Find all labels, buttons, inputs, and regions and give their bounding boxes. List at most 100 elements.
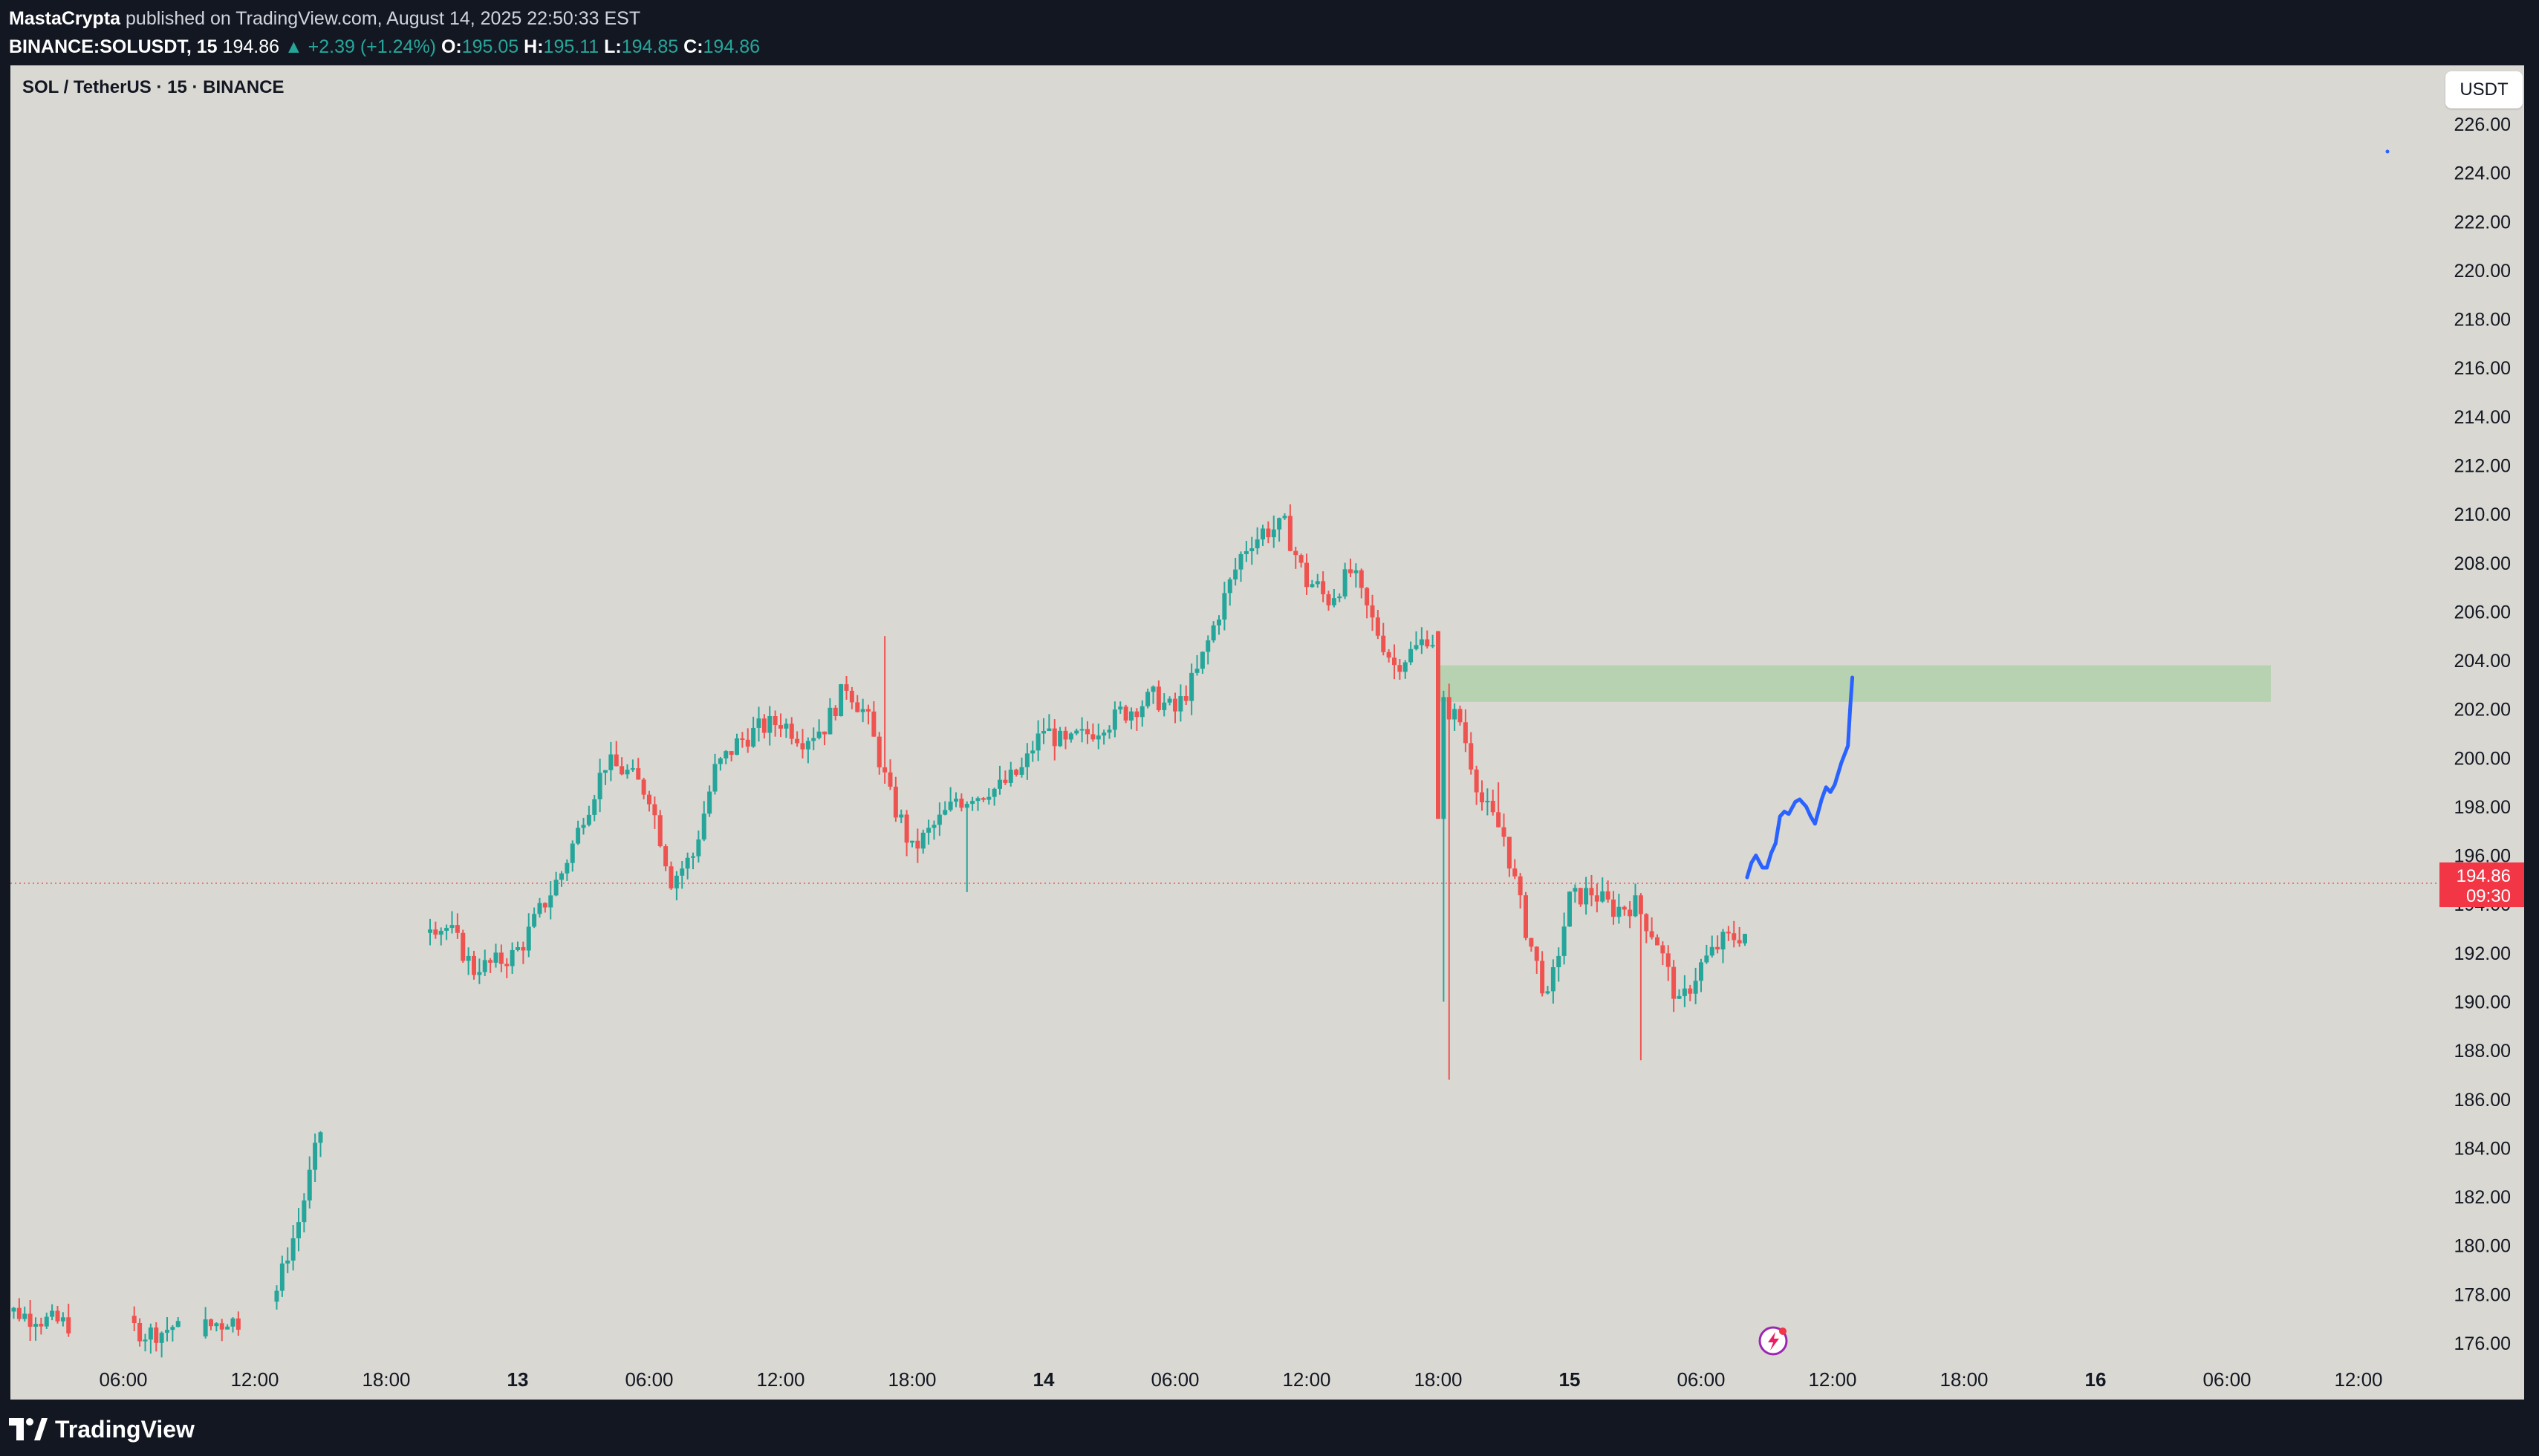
- candle-up: [230, 1317, 235, 1333]
- candle-up: [603, 770, 608, 785]
- candle-down: [800, 729, 805, 758]
- candle-down: [647, 790, 651, 812]
- candle-down: [1014, 768, 1019, 777]
- candle-up: [1561, 912, 1567, 965]
- candle-up: [1238, 551, 1244, 582]
- candle-up: [685, 852, 690, 880]
- candle-body: [1474, 769, 1479, 793]
- candle-body: [778, 725, 783, 729]
- candle-up: [50, 1304, 55, 1321]
- candle-body: [225, 1326, 230, 1330]
- candle-body: [1036, 733, 1041, 751]
- candle-up: [724, 750, 729, 764]
- candle-up: [1337, 593, 1342, 602]
- candle-down: [1628, 901, 1633, 929]
- price-tick-label: 202.00: [2454, 700, 2511, 721]
- candle-body: [1375, 617, 1380, 636]
- candle-body: [1518, 876, 1523, 896]
- candle-body: [636, 768, 641, 780]
- candle-up: [1682, 975, 1687, 1007]
- candle-body: [1402, 662, 1408, 672]
- candle-body: [230, 1318, 235, 1327]
- candle-up: [1189, 663, 1194, 715]
- candle-body: [1441, 697, 1446, 819]
- candle-body: [1255, 539, 1260, 549]
- candle-up: [1743, 933, 1747, 946]
- candle-body: [1244, 551, 1249, 554]
- candle-body: [1068, 733, 1073, 740]
- candle-body: [55, 1310, 60, 1322]
- candle-body: [1107, 729, 1112, 733]
- candle-up: [1058, 727, 1063, 747]
- candle-down: [1293, 546, 1298, 569]
- candle-body: [1304, 562, 1309, 588]
- time-tick-label: 12:00: [2334, 1368, 2382, 1391]
- candle-body: [22, 1313, 27, 1319]
- candle-body: [1463, 722, 1468, 744]
- candle-up: [313, 1133, 318, 1183]
- candle-down: [620, 757, 625, 776]
- candle-body: [1534, 946, 1539, 961]
- candle-body: [1457, 709, 1463, 723]
- candle-body: [39, 1324, 44, 1327]
- candle-body: [444, 928, 449, 931]
- candle-body: [998, 779, 1002, 789]
- candle-body: [1501, 827, 1506, 837]
- candle-down: [1649, 917, 1654, 940]
- candle-body: [680, 868, 685, 876]
- candle-body: [154, 1327, 159, 1343]
- candle-body: [1342, 569, 1347, 597]
- chart-frame[interactable]: 176.00 178.00 180.00 182.00 184.00 186.00 188.…: [10, 65, 2524, 1400]
- candle-up: [1277, 517, 1282, 542]
- candle-up: [148, 1323, 153, 1354]
- candle-down: [1474, 765, 1479, 805]
- currency-button[interactable]: USDT: [2445, 71, 2523, 108]
- candle-body: [570, 843, 575, 863]
- candle-body: [707, 791, 712, 814]
- candle-body: [559, 873, 564, 880]
- candle-body: [1480, 792, 1484, 803]
- candle-up: [1194, 654, 1200, 676]
- candle-body: [926, 828, 932, 833]
- candle-body: [1622, 906, 1627, 910]
- candle-up: [1633, 883, 1638, 917]
- published-text: published on TradingView.com, August 14,…: [126, 8, 641, 29]
- candle-up: [1408, 641, 1414, 666]
- time-tick-label: 18:00: [362, 1368, 410, 1391]
- candle-down: [55, 1306, 60, 1324]
- candle-body: [1140, 706, 1145, 718]
- candle-body: [920, 832, 926, 849]
- candle-body: [959, 799, 964, 808]
- candle-down: [1287, 504, 1293, 552]
- candle-up: [526, 913, 531, 958]
- tradingview-logo[interactable]: TradingView: [9, 1413, 195, 1446]
- candle-up: [1342, 562, 1347, 599]
- candlestick-chart[interactable]: 176.00 178.00 180.00 182.00 184.00 186.00 188.…: [10, 65, 2524, 1400]
- candle-up: [1282, 513, 1287, 520]
- brand-name: TradingView: [55, 1415, 195, 1443]
- candle-body: [888, 772, 893, 787]
- candle-body: [866, 709, 871, 712]
- candle-body: [290, 1238, 296, 1261]
- candle-down: [1506, 836, 1512, 877]
- candle-body: [1189, 672, 1194, 701]
- candle-body: [1293, 550, 1298, 556]
- candle-down: [1348, 559, 1353, 577]
- candle-body: [1217, 620, 1221, 625]
- candle-body: [1359, 570, 1364, 588]
- candle-up: [1331, 588, 1336, 608]
- candle-up: [477, 958, 482, 984]
- price-tick-label: 216.00: [2454, 358, 2511, 379]
- candle-down: [1359, 568, 1364, 599]
- time-tick-label: 18:00: [1414, 1368, 1462, 1391]
- candle-body: [285, 1260, 290, 1264]
- candle-up: [1079, 717, 1085, 743]
- candle-down: [1496, 782, 1501, 828]
- tradingview-logo-icon: [9, 1418, 48, 1440]
- candle-up: [630, 759, 635, 772]
- price-tick-label: 224.00: [2454, 163, 2511, 184]
- candle-up: [510, 942, 515, 974]
- candle-down: [1512, 859, 1518, 880]
- candle-up: [625, 764, 630, 779]
- candle-body: [209, 1319, 213, 1327]
